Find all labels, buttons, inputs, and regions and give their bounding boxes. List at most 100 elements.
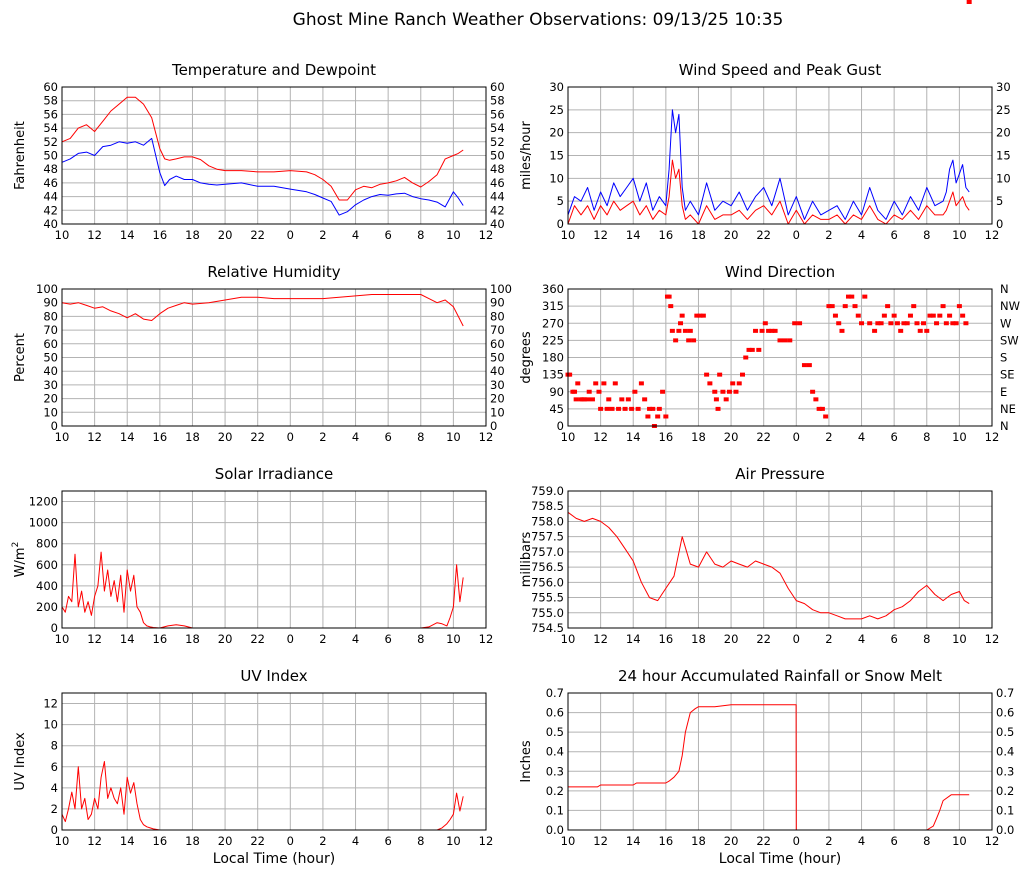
wind-direction-point	[609, 406, 615, 411]
y-tick-label: 0.0	[546, 823, 564, 837]
x-tick-label: 18	[691, 228, 706, 242]
x-tick-label: 0	[793, 228, 800, 242]
x-tick-label: 22	[756, 834, 771, 848]
wind-direction-point	[766, 328, 772, 333]
x-tick-label: 0	[287, 834, 294, 848]
x-tick-label: 4	[858, 228, 865, 242]
y-tick-label-right: 30	[490, 378, 505, 392]
x-tick-label: 12	[479, 228, 494, 242]
x-tick-label: 20	[218, 430, 233, 444]
wind-direction-point	[589, 397, 595, 402]
x-tick-label: 8	[417, 834, 424, 848]
x-tick-label: 6	[384, 632, 391, 646]
x-tick-label: 10	[561, 632, 576, 646]
y-tick-label: 45	[549, 402, 564, 416]
wind-direction-point	[668, 304, 674, 309]
x-tick-label: 14	[120, 834, 135, 848]
compass-label: SE	[1000, 368, 1015, 382]
wind-direction-point	[881, 313, 887, 318]
x-tick-label: 8	[923, 430, 930, 444]
y-tick-label-right: 5	[996, 194, 1003, 208]
wind-direction-point	[810, 389, 816, 394]
y-tick-label: 90	[549, 385, 564, 399]
wind-direction-point	[694, 313, 700, 318]
x-tick-label: 14	[120, 228, 135, 242]
wind-direction-point	[645, 414, 651, 419]
y-tick-label: 25	[549, 103, 564, 117]
solar-grid	[61, 491, 487, 629]
y-tick-label: 15	[549, 149, 564, 163]
x-tick-label: 6	[384, 228, 391, 242]
x-tick-label: 18	[185, 834, 200, 848]
y-tick-label: 0.2	[546, 784, 564, 798]
y-tick-label: 225	[542, 333, 564, 347]
wind-direction-point	[593, 381, 599, 386]
y-tick-label: 0.6	[546, 706, 564, 720]
x-tick-label: 14	[626, 834, 641, 848]
wind-direction-point	[673, 338, 679, 343]
press-chart: Air Pressure 10 12 14 16 18 20 22 0 2 4 6 8 10 12 754.5…	[519, 465, 999, 646]
wind-direction-point	[845, 294, 851, 299]
y-tick-label-right: 56	[490, 107, 505, 121]
wind-direction-point	[616, 406, 622, 411]
y-tick-label: 756.5	[531, 560, 564, 574]
wind-y-axis-label: miles/hour	[519, 120, 534, 189]
x-tick-label: 6	[890, 228, 897, 242]
x-tick-label: 12	[479, 834, 494, 848]
compass-label: W	[1000, 316, 1011, 330]
x-tick-label: 6	[384, 430, 391, 444]
y-tick-label: 20	[549, 126, 564, 140]
temp-title: Temperature and Dewpoint	[171, 61, 376, 79]
x-tick-label: 0	[793, 430, 800, 444]
y-tick-label-right: 0.3	[996, 764, 1014, 778]
rain-chart: 24 hour Accumulated Rainfall or Snow Mel…	[519, 667, 1014, 867]
wind-direction-point	[753, 328, 759, 333]
wind-direction-point	[885, 304, 891, 309]
wind-direction-point	[682, 328, 688, 333]
y-tick-label: 10	[549, 171, 564, 185]
x-tick-label: 16	[659, 632, 674, 646]
wind-direction-point	[713, 397, 719, 402]
y-tick-label: 52	[43, 135, 58, 149]
x-tick-label: 20	[724, 430, 739, 444]
temp-series-0-line	[61, 96, 464, 201]
x-tick-label: 4	[858, 430, 865, 444]
rh-chart: Relative Humidity 10 12 14 16 18 20 22 0 2 4 6 8 10 12…	[13, 263, 512, 444]
x-tick-label: 10	[55, 834, 70, 848]
x-tick-label: 12	[87, 430, 102, 444]
wind-direction-point	[894, 321, 900, 326]
x-tick-label: 16	[153, 430, 168, 444]
x-tick-label: 10	[55, 430, 70, 444]
x-tick-label: 4	[858, 834, 865, 848]
x-tick-label: 12	[87, 632, 102, 646]
x-tick-label: 8	[923, 834, 930, 848]
y-tick-label: 48	[43, 162, 58, 176]
press-title: Air Pressure	[735, 465, 824, 483]
x-tick-label: 8	[923, 228, 930, 242]
wind-direction-point	[660, 389, 666, 394]
wind-direction-point	[638, 381, 644, 386]
compass-label: N	[1000, 419, 1009, 433]
wind-direction-point	[612, 381, 618, 386]
y-tick-label: 759.0	[531, 484, 564, 498]
wind-direction-point	[606, 397, 612, 402]
wind-direction-point	[836, 321, 842, 326]
y-tick-label-right: 0.4	[996, 745, 1014, 759]
wind-direction-point	[697, 313, 703, 318]
x-tick-label: 16	[659, 834, 674, 848]
y-tick-label-right: 30	[996, 80, 1011, 94]
x-tick-label: 16	[659, 430, 674, 444]
y-tick-label: 0	[51, 621, 58, 635]
wind-direction-point	[956, 304, 962, 309]
wind-direction-point	[632, 389, 638, 394]
x-tick-label: 12	[593, 632, 608, 646]
wind-direction-point	[769, 328, 775, 333]
y-tick-label: 58	[43, 94, 58, 108]
wind-direction-point	[792, 321, 798, 326]
wind-direction-point	[960, 313, 966, 318]
x-tick-label: 16	[153, 632, 168, 646]
wind-direction-point	[953, 321, 959, 326]
